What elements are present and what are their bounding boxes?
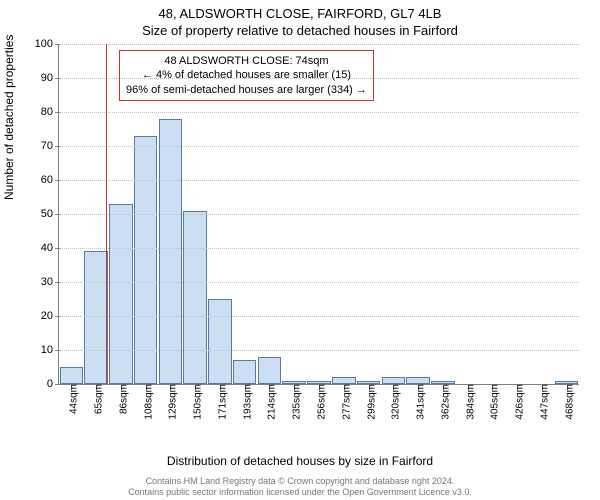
x-tick: 299sqm xyxy=(360,384,377,420)
y-axis-label: Number of detached properties xyxy=(2,35,16,200)
x-tick: 447sqm xyxy=(533,384,550,420)
annot-line3: 96% of semi-detached houses are larger (… xyxy=(126,83,367,97)
x-tick: 235sqm xyxy=(286,384,303,420)
gridline xyxy=(59,146,579,147)
x-tick: 320sqm xyxy=(385,384,402,420)
gridline xyxy=(59,282,579,283)
gridline xyxy=(59,78,579,79)
x-tick: 468sqm xyxy=(558,384,575,420)
annot-line1: 48 ALDSWORTH CLOSE: 74sqm xyxy=(126,54,367,68)
bar xyxy=(60,367,84,384)
x-tick: 86sqm xyxy=(112,384,129,414)
x-tick: 362sqm xyxy=(434,384,451,420)
x-tick: 256sqm xyxy=(311,384,328,420)
annotation-box: 48 ALDSWORTH CLOSE: 74sqm ← 4% of detach… xyxy=(119,50,374,101)
subtitle: Size of property relative to detached ho… xyxy=(0,21,600,38)
bar xyxy=(406,377,430,384)
x-tick: 129sqm xyxy=(162,384,179,420)
bar xyxy=(84,251,108,384)
bar xyxy=(233,360,257,384)
y-tick: 50 xyxy=(41,208,59,220)
annot-line2: ← 4% of detached houses are smaller (15) xyxy=(126,68,367,82)
y-tick: 40 xyxy=(41,242,59,254)
gridline xyxy=(59,214,579,215)
bar xyxy=(332,377,356,384)
bar xyxy=(109,204,133,384)
x-tick: 65sqm xyxy=(88,384,105,414)
x-axis-label: Distribution of detached houses by size … xyxy=(0,454,600,468)
gridline xyxy=(59,44,579,45)
x-tick: 108sqm xyxy=(137,384,154,420)
y-tick: 70 xyxy=(41,140,59,152)
gridline xyxy=(59,112,579,113)
x-tick: 426sqm xyxy=(509,384,526,420)
footer-line1: Contains HM Land Registry data © Crown c… xyxy=(0,476,600,487)
y-tick: 30 xyxy=(41,276,59,288)
x-tick: 214sqm xyxy=(261,384,278,420)
y-tick: 20 xyxy=(41,310,59,322)
bar xyxy=(258,357,282,384)
x-tick: 405sqm xyxy=(484,384,501,420)
x-tick: 277sqm xyxy=(335,384,352,420)
y-tick: 100 xyxy=(35,38,59,50)
bar xyxy=(134,136,158,384)
x-tick: 171sqm xyxy=(211,384,228,420)
chart-plot-area: 48 ALDSWORTH CLOSE: 74sqm ← 4% of detach… xyxy=(58,44,579,385)
gridline xyxy=(59,180,579,181)
y-tick: 0 xyxy=(47,378,59,390)
bar xyxy=(208,299,232,384)
bar xyxy=(382,377,406,384)
y-tick: 80 xyxy=(41,106,59,118)
y-tick: 10 xyxy=(41,344,59,356)
bar xyxy=(159,119,183,384)
y-tick: 60 xyxy=(41,174,59,186)
y-tick: 90 xyxy=(41,72,59,84)
gridline xyxy=(59,248,579,249)
bar xyxy=(183,211,207,384)
x-tick: 150sqm xyxy=(187,384,204,420)
reference-line xyxy=(106,44,107,384)
page-title: 48, ALDSWORTH CLOSE, FAIRFORD, GL7 4LB xyxy=(0,0,600,21)
footer: Contains HM Land Registry data © Crown c… xyxy=(0,476,600,498)
footer-line2: Contains public sector information licen… xyxy=(0,487,600,498)
x-tick: 384sqm xyxy=(459,384,476,420)
gridline xyxy=(59,350,579,351)
x-tick: 44sqm xyxy=(63,384,80,414)
gridline xyxy=(59,316,579,317)
x-tick: 193sqm xyxy=(236,384,253,420)
x-tick: 341sqm xyxy=(410,384,427,420)
